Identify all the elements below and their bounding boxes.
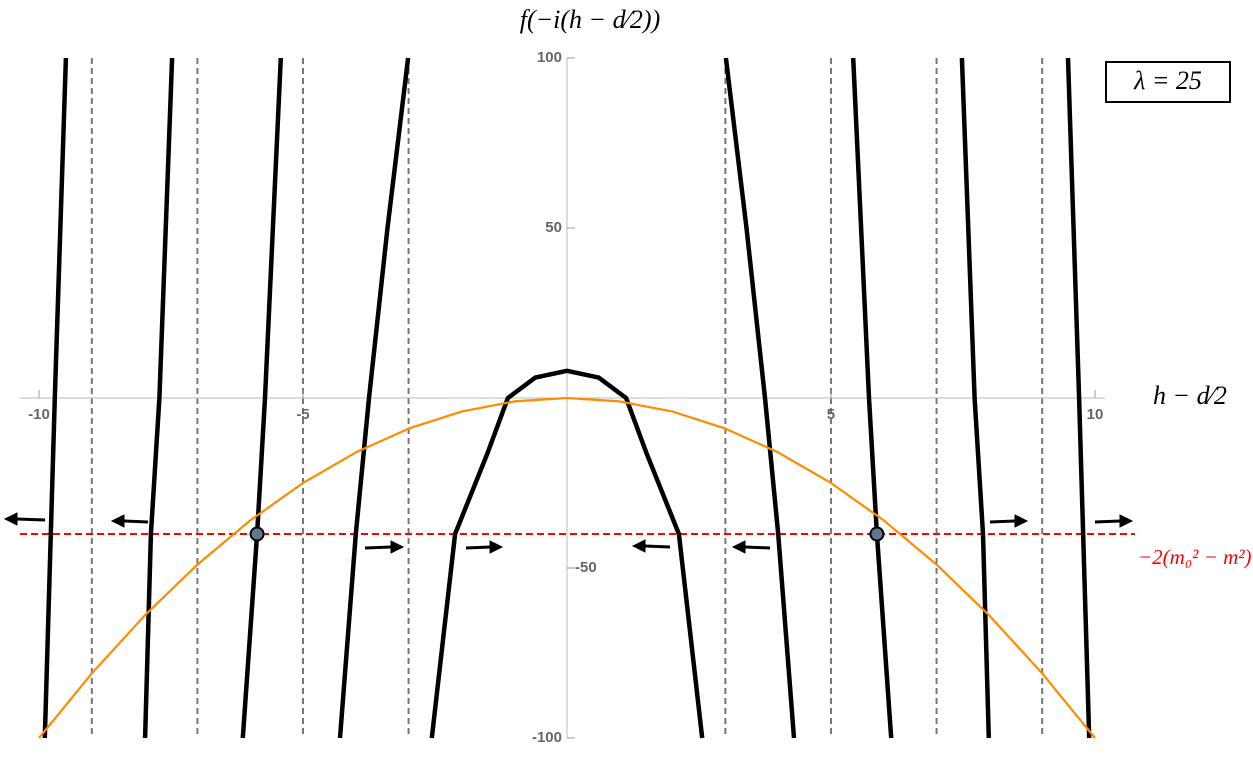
arrow-shaft xyxy=(989,519,1016,524)
series-line xyxy=(38,396,1096,739)
x-tick-label: -5 xyxy=(296,406,309,423)
intersection-point xyxy=(869,526,885,542)
arrow-shaft xyxy=(744,545,771,550)
y-tick-label: -50 xyxy=(575,559,597,576)
x-tick-label: -10 xyxy=(28,406,50,423)
arrow-shaft xyxy=(364,545,392,550)
arrow-head xyxy=(489,540,504,554)
y-tick-label: 100 xyxy=(537,49,562,66)
arrow-shaft xyxy=(123,519,149,524)
arrow-head xyxy=(390,540,405,554)
arrow-head xyxy=(631,539,646,553)
x-tick-label: 10 xyxy=(1087,406,1104,423)
x-tick-label: 5 xyxy=(827,406,835,423)
arrows xyxy=(3,512,1134,554)
annotation-box xyxy=(1105,61,1231,103)
arrow-head xyxy=(1014,514,1029,528)
arrow-shaft xyxy=(644,544,671,549)
arrow-head xyxy=(110,514,125,528)
reference-label: −2(m₀² − m²) xyxy=(1138,545,1252,569)
arrow-head xyxy=(3,512,18,526)
chart-title: f(−i(h − d⁄2)) xyxy=(520,5,661,34)
arrow-shaft xyxy=(465,545,491,550)
intersection-point xyxy=(249,526,265,542)
arrow-head xyxy=(1119,514,1134,528)
y-tick-label: -100 xyxy=(532,729,562,746)
annotation: λ = 25 xyxy=(1133,66,1202,95)
series-line xyxy=(42,57,1092,739)
x-axis-label: h − d⁄2 xyxy=(1153,381,1227,410)
arrow-head xyxy=(731,540,746,554)
arrow-shaft xyxy=(16,517,46,522)
arrow-shaft xyxy=(1094,519,1121,524)
y-tick-label: 50 xyxy=(545,219,562,236)
